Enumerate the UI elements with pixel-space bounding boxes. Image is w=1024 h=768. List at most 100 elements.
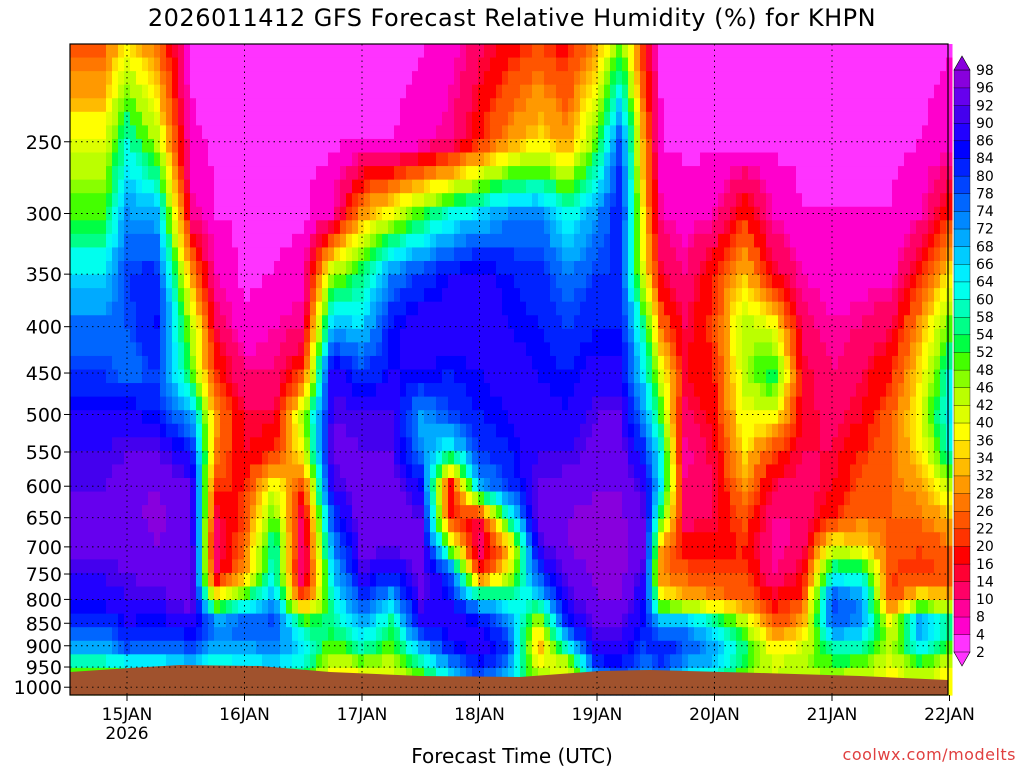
humidity-cell <box>610 166 617 181</box>
humidity-cell <box>352 84 359 99</box>
humidity-cell <box>610 206 617 221</box>
humidity-cell <box>214 559 221 574</box>
humidity-cell <box>178 247 185 262</box>
humidity-cell <box>496 572 503 588</box>
humidity-cell <box>568 301 575 316</box>
humidity-cell <box>112 640 119 655</box>
humidity-cell <box>598 491 605 506</box>
humidity-cell <box>472 274 479 289</box>
humidity-cell <box>664 44 671 59</box>
humidity-cell <box>634 111 641 126</box>
humidity-cell <box>136 179 143 194</box>
humidity-cell <box>418 44 425 59</box>
humidity-cell <box>466 396 473 411</box>
humidity-cell <box>460 518 467 533</box>
humidity-cell <box>292 57 299 72</box>
humidity-cell <box>484 288 491 303</box>
humidity-cell <box>598 166 605 181</box>
humidity-cell <box>298 288 305 303</box>
humidity-cell <box>370 572 377 588</box>
humidity-cell <box>160 505 167 520</box>
humidity-cell <box>532 84 539 99</box>
humidity-cell <box>328 613 335 628</box>
humidity-cell <box>586 193 593 208</box>
humidity-cell <box>118 166 125 181</box>
humidity-cell <box>454 342 461 357</box>
humidity-cell <box>628 491 635 506</box>
humidity-cell <box>202 274 209 289</box>
humidity-cell <box>682 355 689 371</box>
humidity-cell <box>418 193 425 208</box>
humidity-cell <box>142 410 149 425</box>
humidity-cell <box>472 586 479 601</box>
humidity-cell <box>502 355 509 371</box>
humidity-cell <box>226 627 233 642</box>
humidity-cell <box>568 640 575 655</box>
humidity-cell <box>538 57 545 72</box>
humidity-cell <box>310 315 317 330</box>
humidity-cell <box>346 98 353 113</box>
humidity-cell <box>364 437 371 452</box>
humidity-cell <box>568 369 575 384</box>
humidity-cell <box>592 84 599 99</box>
humidity-cell <box>286 518 293 533</box>
humidity-cell <box>112 166 119 181</box>
humidity-cell <box>250 600 257 615</box>
humidity-cell <box>670 84 677 99</box>
humidity-cell <box>196 369 203 384</box>
humidity-cell <box>676 505 683 520</box>
humidity-cell <box>430 342 437 357</box>
humidity-cell <box>418 71 425 86</box>
humidity-cell <box>292 491 299 506</box>
humidity-cell <box>154 423 161 438</box>
humidity-cell <box>388 640 395 655</box>
humidity-cell <box>436 491 443 506</box>
humidity-cell <box>244 166 251 181</box>
humidity-cell <box>286 532 293 547</box>
humidity-cell <box>424 545 431 560</box>
humidity-cell <box>538 559 545 574</box>
humidity-cell <box>316 193 323 208</box>
humidity-cell <box>418 179 425 194</box>
humidity-cell <box>562 261 569 276</box>
humidity-cell <box>106 71 113 86</box>
humidity-cell <box>532 600 539 615</box>
humidity-cell <box>250 572 257 588</box>
humidity-cell <box>262 57 269 72</box>
humidity-cell <box>370 450 377 466</box>
humidity-cell <box>580 233 587 249</box>
humidity-cell <box>484 71 491 86</box>
humidity-cell <box>508 57 515 72</box>
humidity-cell <box>514 491 521 506</box>
humidity-cell <box>298 383 305 398</box>
humidity-cell <box>442 383 449 398</box>
humidity-cell <box>76 464 83 479</box>
humidity-cell <box>688 410 695 425</box>
humidity-cell <box>214 478 221 493</box>
humidity-cell <box>292 125 299 140</box>
humidity-cell <box>562 315 569 330</box>
humidity-cell <box>70 383 77 398</box>
humidity-cell <box>238 138 245 154</box>
humidity-cell <box>142 44 149 59</box>
humidity-cell <box>322 518 329 533</box>
humidity-cell <box>76 572 83 588</box>
humidity-cell <box>220 57 227 72</box>
humidity-cell <box>652 342 659 357</box>
humidity-cell <box>136 532 143 547</box>
humidity-cell <box>286 44 293 59</box>
humidity-cell <box>304 301 311 316</box>
humidity-cell <box>340 328 347 343</box>
humidity-cell <box>70 491 77 506</box>
humidity-cell <box>280 613 287 628</box>
humidity-cell <box>292 166 299 181</box>
humidity-cell <box>526 111 533 126</box>
humidity-cell <box>82 98 89 113</box>
humidity-cell <box>586 138 593 154</box>
humidity-cell <box>670 111 677 126</box>
humidity-cell <box>304 586 311 601</box>
humidity-cell <box>508 247 515 262</box>
humidity-cell <box>538 396 545 411</box>
humidity-cell <box>160 450 167 466</box>
humidity-cell <box>664 559 671 574</box>
